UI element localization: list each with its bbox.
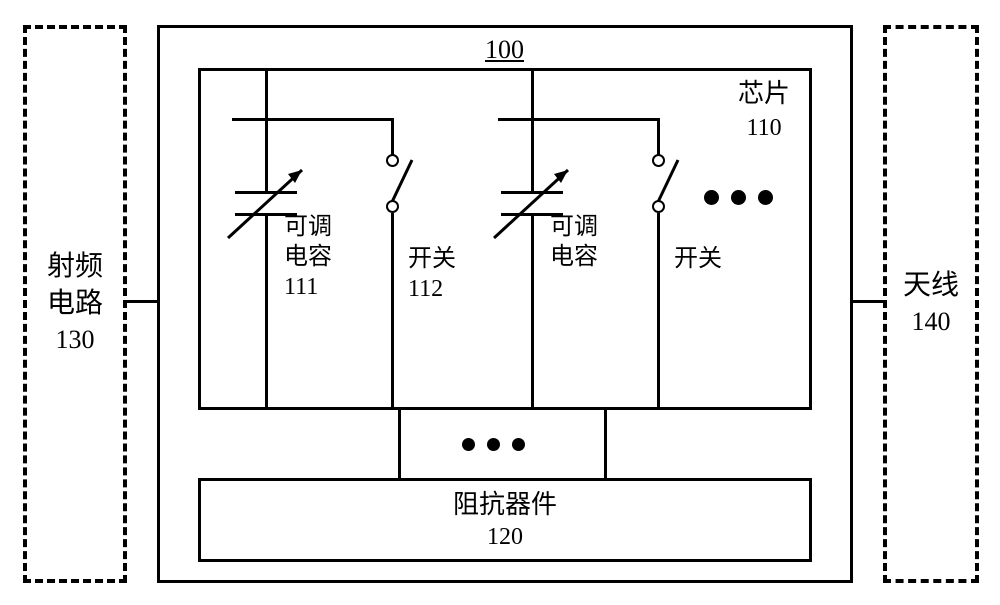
rf-circuit-ref: 130 <box>55 325 94 354</box>
cap1-ref: 111 <box>284 274 318 300</box>
chip-line1: 芯片 <box>738 79 790 108</box>
cap1-line2: 电容 <box>284 244 332 270</box>
stage1-top-bar <box>232 118 394 121</box>
sw2-lever-icon <box>644 156 684 206</box>
sw2-label: 开关 <box>674 244 722 274</box>
sw2-stem-lower <box>657 213 660 410</box>
chip-imp-link-left <box>398 410 401 478</box>
antenna-ref: 140 <box>911 307 950 336</box>
sw1-stem-upper <box>391 118 394 156</box>
chip-imp-link-right <box>604 410 607 478</box>
antenna-line1: 天线 <box>903 270 959 301</box>
sw1-line1: 开关 <box>408 246 456 272</box>
right-connector <box>853 300 883 303</box>
rf-circuit-line1: 射频 <box>47 251 103 282</box>
cap2-label: 可调 电容 <box>550 212 598 272</box>
rf-circuit-box: 射频 电路 130 <box>23 25 127 583</box>
sw1-lever-icon <box>378 156 418 206</box>
cap2-line2: 电容 <box>550 244 598 270</box>
sw2-terminal-bot <box>652 200 665 213</box>
rf-circuit-label: 射频 电路 130 <box>47 249 103 358</box>
impedance-box: 阻抗器件 120 <box>198 478 812 562</box>
sw1-terminal-bot <box>386 200 399 213</box>
cap2-stem-upper <box>531 68 534 121</box>
antenna-label: 天线 140 <box>903 268 959 341</box>
rf-circuit-line2: 电路 <box>47 288 103 319</box>
sw2-line1: 开关 <box>674 246 722 272</box>
sw1-label: 开关 112 <box>408 244 456 304</box>
ellipsis-chip <box>704 190 773 205</box>
chip-ref: 110 <box>746 115 781 141</box>
impedance-label: 阻抗器件 120 <box>453 489 557 552</box>
antenna-box: 天线 140 <box>883 25 979 583</box>
cap1-stem-lower <box>265 216 268 410</box>
cap1-line1: 可调 <box>284 214 332 240</box>
left-connector <box>127 300 157 303</box>
cap1-stem-upper <box>265 68 268 121</box>
cap2-stem-lower <box>531 216 534 410</box>
ellipsis-middle <box>462 438 525 451</box>
cap2-line1: 可调 <box>550 214 598 240</box>
impedance-ref: 120 <box>487 524 523 550</box>
cap1-label: 可调 电容 111 <box>284 212 332 302</box>
diagram-canvas: 100 射频 电路 130 天线 140 芯片 110 阻抗器件 120 <box>0 0 1000 605</box>
sw1-stem-lower <box>391 213 394 410</box>
sw2-stem-upper <box>657 118 660 156</box>
sw1-ref: 112 <box>408 276 443 302</box>
chip-label: 芯片 110 <box>738 78 790 143</box>
stage2-top-bar <box>498 118 660 121</box>
impedance-line1: 阻抗器件 <box>453 490 557 519</box>
